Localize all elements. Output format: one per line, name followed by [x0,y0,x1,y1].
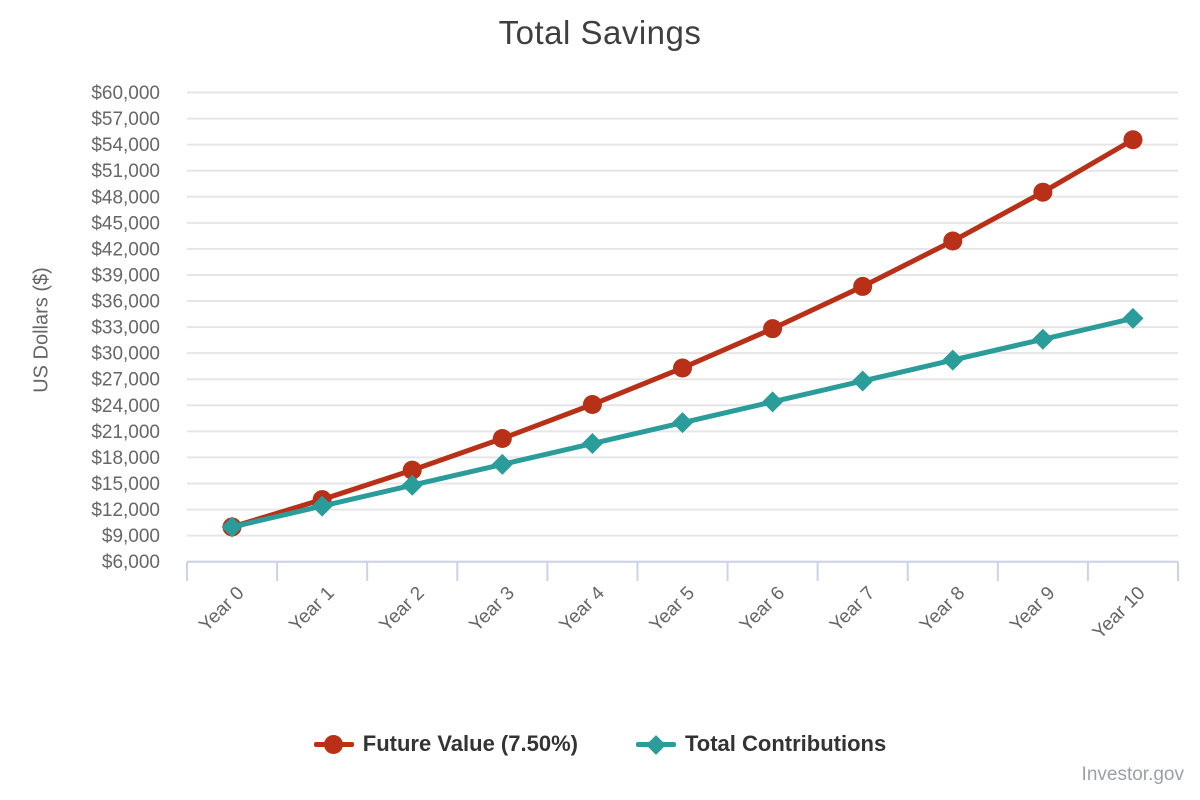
x-tick-label: Year 5 [646,583,699,636]
y-tick-label: $24,000 [91,396,160,417]
x-tick-label: Year 10 [1089,583,1150,644]
data-point-total-contributions-4[interactable] [581,433,603,455]
x-tick-label: Year 9 [1006,583,1059,636]
y-tick-label: $33,000 [91,318,160,339]
x-tick-label: Year 7 [826,583,879,636]
future-value-series-line [229,137,1136,530]
total-contributions-legend-marker-icon [635,734,676,755]
data-point-future-value-6[interactable] [763,319,783,339]
x-tick-label: Year 6 [736,583,789,636]
chart-title: Total Savings [498,14,702,51]
y-tick-label: $57,000 [91,109,160,130]
x-tick-label: Year 8 [916,583,969,636]
data-point-future-value-5[interactable] [673,358,692,378]
investor-gov-watermark: Investor.gov [1081,764,1184,785]
data-point-total-contributions-7[interactable] [852,370,874,392]
data-point-total-contributions-8[interactable] [942,349,964,371]
y-tick-label: $48,000 [91,187,160,208]
y-tick-label: $18,000 [91,448,160,469]
data-point-total-contributions-10[interactable] [1122,307,1144,329]
y-tick-label: $54,000 [91,135,160,156]
data-point-future-value-4[interactable] [582,395,602,415]
data-point-total-contributions-3[interactable] [491,453,513,475]
y-tick-label: $45,000 [91,213,160,234]
data-point-total-contributions-1[interactable] [311,495,333,517]
legend-label-total-contributions: Total Contributions [684,731,887,756]
data-point-future-value-9[interactable] [1033,182,1053,202]
y-tick-label: $60,000 [91,83,160,104]
y-tick-label: $36,000 [91,292,160,313]
future-value-legend-marker-icon [313,734,354,755]
x-tick-label: Year 1 [285,583,338,636]
y-tick-label: $15,000 [91,474,160,495]
x-tick-label: Year 3 [466,583,519,636]
y-tick-label: $51,000 [91,161,160,182]
y-tick-label: $39,000 [91,265,160,286]
x-tick-label: Year 4 [556,582,610,636]
data-point-total-contributions-9[interactable] [1032,328,1054,350]
data-point-total-contributions-2[interactable] [401,474,423,496]
x-tick-label: Year 0 [195,583,248,636]
data-point-future-value-2[interactable] [402,460,422,480]
y-tick-label: $12,000 [91,500,160,521]
y-tick-label: $9,000 [102,526,160,547]
data-point-future-value-7[interactable] [853,276,873,296]
data-point-future-value-10[interactable] [1123,130,1143,150]
data-point-total-contributions-0[interactable] [221,516,243,538]
data-point-total-contributions-5[interactable] [672,412,693,434]
data-point-total-contributions-6[interactable] [762,391,784,413]
y-tick-label: $27,000 [91,370,160,391]
legend-item-future-value[interactable]: Future Value (7.50%) [313,731,578,757]
chart-legend: Future Value (7.50%) Total Contributions [0,731,1200,757]
data-point-future-value-3[interactable] [492,429,512,449]
y-tick-label: $6,000 [102,552,160,573]
x-tick-label: Year 2 [376,583,429,636]
legend-item-total-contributions[interactable]: Total Contributions [635,731,887,757]
y-tick-label: $42,000 [91,239,160,260]
legend-label-future-value: Future Value (7.50%) [362,731,578,756]
data-point-future-value-8[interactable] [943,231,963,251]
y-tick-label: $30,000 [91,344,160,365]
y-tick-label: $21,000 [91,422,160,443]
